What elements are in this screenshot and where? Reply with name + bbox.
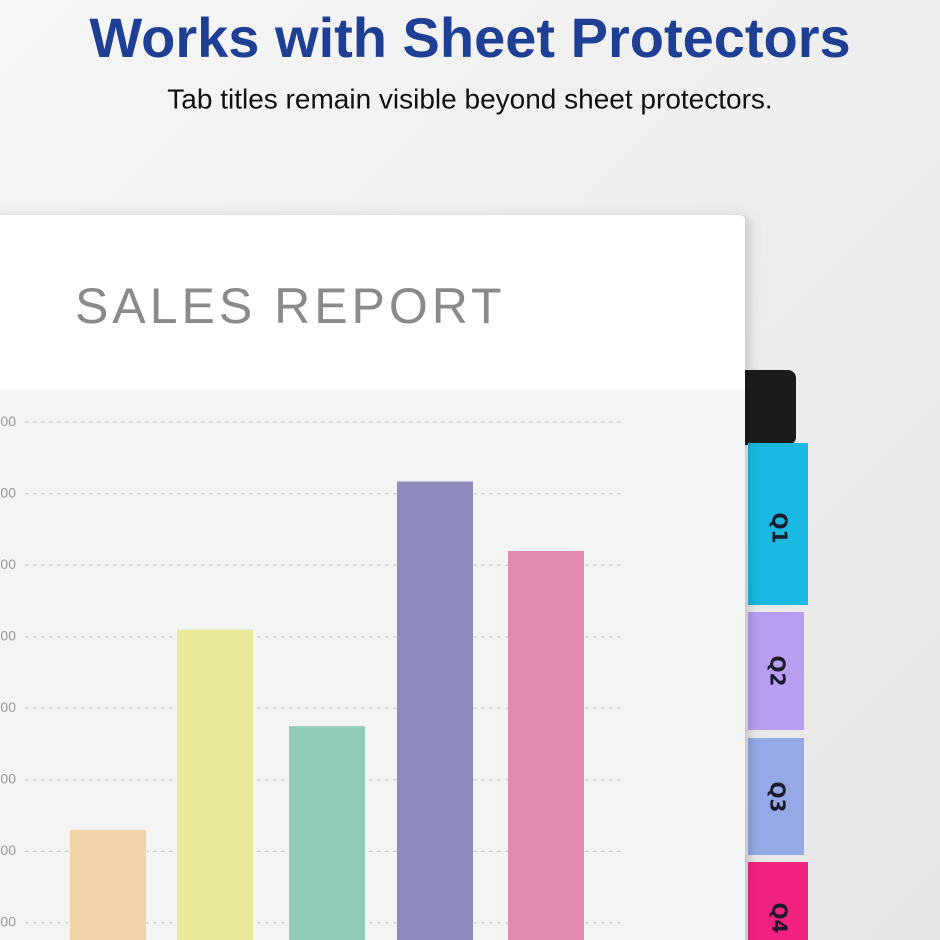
tabs: Q1 Q2 Q3 Q4 [748,443,808,940]
y-tick-label: 00 [0,699,16,715]
tab-label: Q1 [768,513,792,544]
chart: 00 00 00 00 00 00 00 00 [0,413,625,940]
subheadline: Tab titles remain visible beyond sheet p… [167,83,772,114]
tab [748,738,804,855]
bar [508,550,584,940]
tab-label: Q4 [768,903,792,934]
y-tick-label: 00 [0,484,16,500]
tab-label: Q3 [766,782,790,813]
bar [397,481,473,940]
black-tab [730,370,796,445]
y-tick-label: 00 [0,842,16,858]
y-tick-label: 00 [0,556,16,572]
tab [748,862,808,940]
report-title: SALES REPORT [75,278,506,334]
y-tick-label: 00 [0,770,16,786]
bar [289,726,365,940]
tab-label: Q2 [766,656,790,687]
bar [70,829,146,940]
y-tick-label: 00 [0,914,16,930]
tab [748,612,804,730]
headline: Works with Sheet Protectors [89,6,850,69]
bar [177,629,253,940]
tab [748,443,808,605]
y-tick-label: 00 [0,627,16,643]
y-tick-label: 00 [0,413,16,429]
